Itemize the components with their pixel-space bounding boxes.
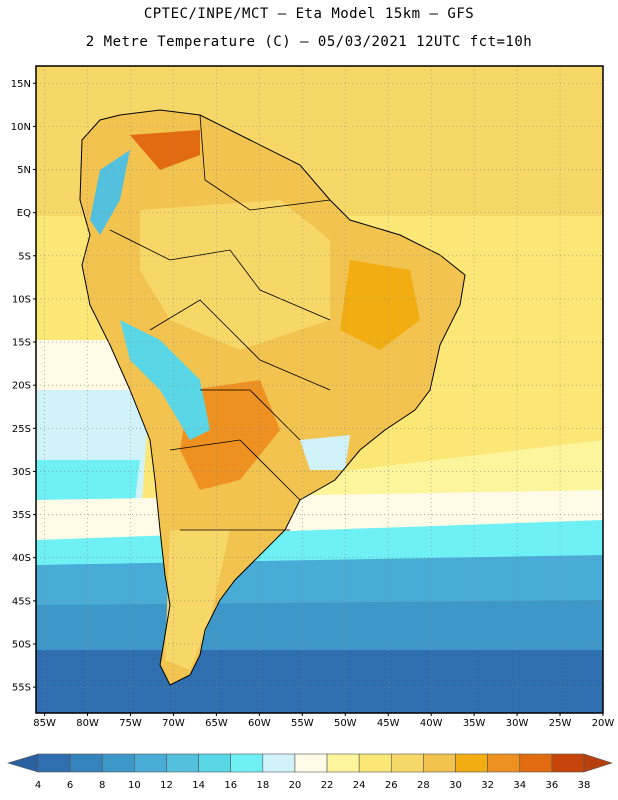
- lon-tick-label: 40W: [420, 718, 443, 729]
- colorbar-tick-label: 36: [546, 780, 559, 791]
- lon-axis: 85W 80W 75W 70W 65W 60W 55W 50W 45W 40W 35W 30W 25W 2…: [33, 713, 614, 729]
- lat-tick-label: 15N: [11, 79, 31, 90]
- colorbar-swatch: [69, 753, 103, 773]
- lat-axis: 15N 10N 5N EQ 5S 10S 15S 20S 25S 30S 35S 40S 45S 50S 5…: [11, 79, 36, 694]
- venezuela-hot: [130, 130, 200, 170]
- colorbar-tick-label: 38: [578, 780, 591, 791]
- colorbar-tick-label: 24: [353, 780, 366, 791]
- colorbar-tick-label: 22: [321, 780, 334, 791]
- lat-tick-label: 5S: [18, 251, 31, 262]
- lon-tick-label: 35W: [463, 718, 486, 729]
- colorbar-tick-label: 32: [481, 780, 494, 791]
- lat-tick-label: 5N: [17, 165, 31, 176]
- lon-tick-label: 60W: [248, 718, 271, 729]
- lon-tick-label: 50W: [334, 718, 357, 729]
- colorbar-tick-label: 16: [224, 780, 237, 791]
- south-brazil-cool: [300, 435, 350, 470]
- colorbar-swatch: [423, 753, 456, 773]
- lat-tick-label: 55S: [12, 683, 31, 694]
- ocean-polar: [36, 650, 603, 713]
- colorbar-swatch: [519, 753, 553, 773]
- colorbar-tick-label: 20: [289, 780, 302, 791]
- colorbar-tick-label: 8: [99, 780, 105, 791]
- northeast-hot: [340, 260, 420, 350]
- lon-tick-label: 30W: [506, 718, 529, 729]
- colorbar-tick-label: 12: [160, 780, 173, 791]
- lat-tick-label: 40S: [12, 553, 31, 564]
- andes-north-cold: [90, 150, 130, 235]
- lat-tick-label: 25S: [12, 424, 31, 435]
- colorbar-tick-label: 4: [35, 780, 41, 791]
- colorbar-swatch: [358, 753, 392, 773]
- colorbar-swatch: [134, 753, 167, 773]
- map-title: CPTEC/INPE/MCT – Eta Model 15km – GFS: [143, 6, 475, 22]
- colorbar-swatch: [326, 753, 360, 773]
- lon-tick-label: 20W: [592, 718, 615, 729]
- lon-tick-label: 25W: [549, 718, 572, 729]
- coastline: [79, 109, 466, 686]
- colorbar-swatch: [455, 753, 488, 773]
- colorbar-tick-label: 6: [67, 780, 73, 791]
- colorbar-swatch: [294, 753, 328, 773]
- lat-tick-label: 45S: [12, 596, 31, 607]
- amazon-region: [140, 200, 330, 350]
- map-subtitle: 2 Metre Temperature (C) – 05/03/2021 12U…: [85, 34, 533, 50]
- colorbar-tick-label: 28: [417, 780, 430, 791]
- lat-tick-label: 20S: [12, 381, 31, 392]
- colorbar-high-arrow: [583, 753, 613, 773]
- colorbar-swatch: [198, 753, 232, 773]
- colorbar-swatch: [101, 753, 135, 773]
- lat-tick-label: EQ: [17, 208, 31, 219]
- temperature-map: 15N 10N 5N EQ 5S 10S 15S 20S 25S 30S 35S 40S 45S 50S 5…: [11, 65, 614, 729]
- colorbar-low-arrow: [6, 753, 39, 773]
- lat-tick-label: 50S: [12, 639, 31, 650]
- lat-tick-label: 15S: [12, 338, 31, 349]
- lon-tick-label: 70W: [162, 718, 185, 729]
- colorbar-swatch: [230, 753, 264, 773]
- lat-tick-label: 35S: [12, 510, 31, 521]
- colorbar: 4 6 8 10 12 14 16 18 20 22 24 26 28 30 32 34 36 38: [6, 753, 613, 791]
- colorbar-swatch: [37, 753, 71, 773]
- colorbar-tick-label: 30: [449, 780, 462, 791]
- colorbar-swatch: [390, 753, 424, 773]
- colorbar-swatch: [262, 753, 296, 773]
- colorbar-tick-label: 34: [513, 780, 526, 791]
- lon-tick-label: 45W: [377, 718, 400, 729]
- lat-tick-label: 30S: [12, 467, 31, 478]
- colorbar-swatch: [166, 753, 199, 773]
- lat-tick-label: 10S: [12, 294, 31, 305]
- colorbar-tick-label: 14: [192, 780, 205, 791]
- lon-tick-label: 65W: [205, 718, 228, 729]
- lon-tick-label: 80W: [76, 718, 99, 729]
- colorbar-tick-label: 26: [385, 780, 398, 791]
- colorbar-tick-label: 10: [128, 780, 141, 791]
- lon-tick-label: 55W: [291, 718, 314, 729]
- colorbar-tick-label: 18: [256, 780, 269, 791]
- lon-tick-label: 85W: [33, 718, 56, 729]
- andes-central-cold: [120, 320, 210, 440]
- colorbar-swatch: [487, 753, 521, 773]
- lon-tick-label: 75W: [119, 718, 142, 729]
- lat-tick-label: 10N: [11, 122, 31, 133]
- grid-lines: [36, 66, 603, 713]
- colorbar-swatch: [551, 753, 585, 773]
- country-borders: [109, 114, 331, 531]
- patagonia: [165, 530, 230, 670]
- map-frame: [35, 65, 604, 714]
